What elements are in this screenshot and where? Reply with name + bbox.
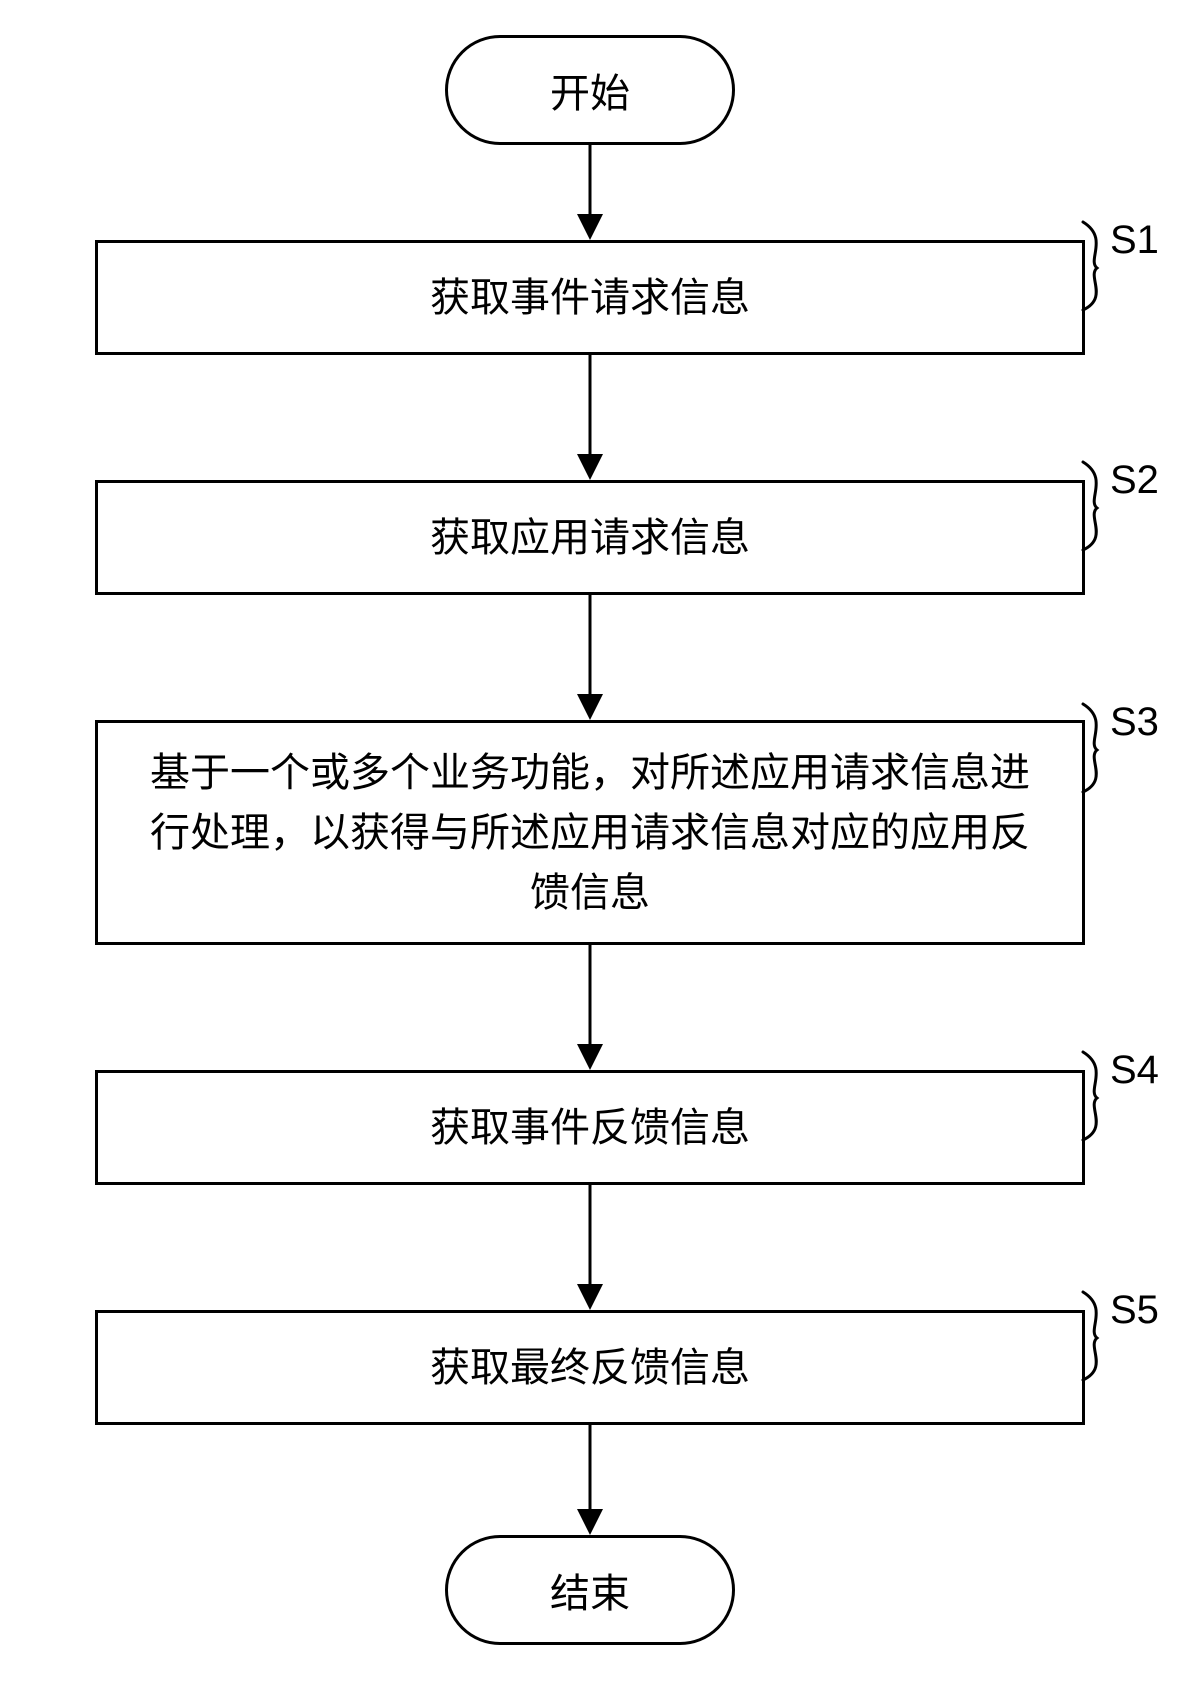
step-label-text: S5 <box>1110 1288 1159 1332</box>
step-label-text: S4 <box>1110 1048 1159 1092</box>
process-step-s5: 获取最终反馈信息 <box>95 1310 1085 1425</box>
process-step-s2: 获取应用请求信息 <box>95 480 1085 595</box>
flowchart-canvas: 开始 结束 获取事件请求信息 S1 获取应用请求信息 S2 基于一个或多个业务功… <box>0 0 1180 1681</box>
process-text: 获取最终反馈信息 <box>430 1338 750 1398</box>
step-label-text: S3 <box>1110 700 1159 744</box>
terminator-end: 结束 <box>445 1535 735 1645</box>
process-step-s4: 获取事件反馈信息 <box>95 1070 1085 1185</box>
step-label-s4: S4 <box>1110 1048 1159 1093</box>
process-step-s3: 基于一个或多个业务功能，对所述应用请求信息进行处理，以获得与所述应用请求信息对应… <box>95 720 1085 945</box>
process-step-s1: 获取事件请求信息 <box>95 240 1085 355</box>
process-text: 获取事件反馈信息 <box>430 1098 750 1158</box>
step-label-text: S2 <box>1110 458 1159 502</box>
step-label-s5: S5 <box>1110 1288 1159 1333</box>
terminator-start-text: 开始 <box>550 61 630 119</box>
terminator-end-text: 结束 <box>550 1561 630 1619</box>
step-label-s1: S1 <box>1110 218 1159 263</box>
step-label-s3: S3 <box>1110 700 1159 745</box>
process-text: 基于一个或多个业务功能，对所述应用请求信息进行处理，以获得与所述应用请求信息对应… <box>138 743 1042 923</box>
process-text: 获取事件请求信息 <box>430 268 750 328</box>
step-label-s2: S2 <box>1110 458 1159 503</box>
step-label-text: S1 <box>1110 218 1159 262</box>
process-text: 获取应用请求信息 <box>430 508 750 568</box>
terminator-start: 开始 <box>445 35 735 145</box>
